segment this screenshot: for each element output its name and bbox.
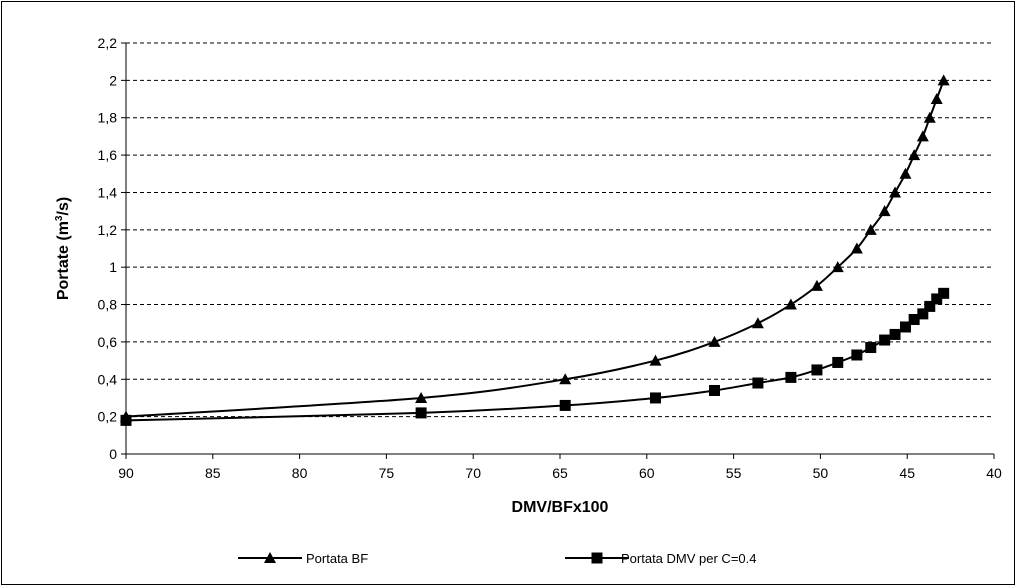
series-2 — [120, 287, 950, 426]
y-tick-label: 1,2 — [98, 222, 118, 238]
legend-marker — [264, 552, 276, 563]
y-tick-label: 0 — [109, 446, 117, 462]
data-point — [899, 321, 911, 333]
x-tick-label: 60 — [639, 465, 655, 481]
legend-item-2: Portata DMV per C=0.4 — [565, 551, 756, 566]
data-point — [752, 377, 764, 389]
data-point — [811, 364, 823, 376]
x-tick-label: 40 — [986, 465, 1002, 481]
y-tick-label: 0,4 — [98, 371, 118, 387]
data-point — [708, 335, 721, 347]
data-point — [889, 186, 902, 198]
data-point — [415, 407, 427, 419]
legend: Portata BF Portata DMV per C=0.4 — [238, 551, 756, 566]
data-point — [831, 261, 844, 273]
x-tick-label: 50 — [813, 465, 829, 481]
y-axis-label: Portate (m3/s) — [54, 197, 72, 300]
data-point — [931, 293, 943, 305]
data-point — [889, 328, 901, 340]
data-point — [415, 391, 428, 403]
data-point — [879, 334, 891, 346]
legend-label: Portata DMV per C=0.4 — [621, 551, 756, 566]
data-point — [649, 354, 662, 366]
data-point — [923, 111, 936, 123]
y-tick-label: 2 — [109, 72, 117, 88]
y-axis-label-sup: 3 — [54, 215, 65, 221]
data-point — [784, 298, 797, 310]
legend-marker — [591, 552, 603, 564]
y-axis-label-prefix: Portate (m — [55, 221, 72, 300]
x-tick-label: 80 — [292, 465, 308, 481]
data-point — [878, 205, 891, 217]
x-axis-label: DMV/BFx100 — [512, 499, 609, 516]
x-tick-label: 85 — [205, 465, 221, 481]
y-tick-label: 0,8 — [98, 297, 118, 313]
y-tick-label: 0,2 — [98, 409, 118, 425]
data-point — [930, 93, 943, 105]
data-point — [832, 356, 844, 368]
gridlines — [126, 42, 994, 418]
x-tick-label: 90 — [118, 465, 134, 481]
y-tick-label: 1,8 — [98, 110, 118, 126]
x-tick-label: 45 — [899, 465, 915, 481]
data-point — [810, 279, 823, 291]
data-point — [649, 392, 661, 404]
data-point — [559, 373, 572, 385]
x-tick-label: 70 — [465, 465, 481, 481]
y-tick-label: 0,6 — [98, 334, 118, 350]
x-tick-label: 55 — [726, 465, 742, 481]
legend-item-1: Portata BF — [238, 551, 368, 566]
data-point — [865, 342, 877, 354]
data-point — [120, 414, 132, 426]
data-point — [559, 399, 571, 411]
axes — [121, 42, 995, 459]
y-tick-label: 1 — [109, 259, 117, 275]
data-point — [709, 384, 721, 396]
series-line — [125, 292, 945, 422]
data-point — [899, 167, 912, 179]
data-point — [751, 317, 764, 329]
data-point — [908, 313, 920, 325]
data-point — [924, 300, 936, 312]
legend-label: Portata BF — [306, 551, 368, 566]
data-point — [908, 149, 921, 161]
data-point — [937, 74, 950, 86]
y-tick-label: 2,2 — [98, 35, 118, 51]
y-tick-label: 1,4 — [98, 184, 118, 200]
y-axis-label-suffix: /s) — [55, 197, 72, 216]
x-tick-label: 75 — [379, 465, 395, 481]
data-point — [917, 308, 929, 320]
series-group — [120, 74, 950, 426]
series-1 — [120, 74, 950, 422]
data-point — [851, 349, 863, 361]
data-point — [785, 371, 797, 383]
x-tick-label: 65 — [552, 465, 568, 481]
data-point — [938, 287, 950, 299]
data-point — [864, 223, 877, 235]
data-point — [850, 242, 863, 254]
data-point — [916, 130, 929, 142]
y-tick-label: 1,6 — [98, 147, 118, 163]
tick-labels: 0 0,2 0,4 0,6 0,8 1 1,2 1,4 1,6 1,8 2 2,2 90 85 80 75 70… — [98, 35, 1002, 481]
